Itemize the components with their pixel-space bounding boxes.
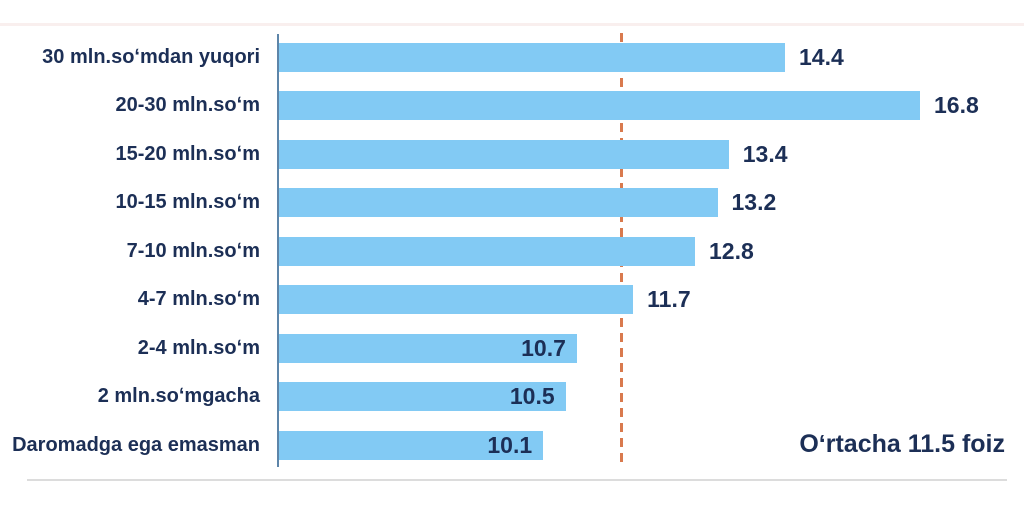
category-label: 15-20 mln.soʻm (115, 142, 260, 165)
value-label: 13.4 (742, 140, 788, 167)
bar-row: 7-10 mln.soʻm 12.8 (0, 236, 1024, 266)
category-label: Daromadga ega emasman (12, 433, 260, 456)
bar (279, 382, 566, 412)
bar-row: Daromadga ega emasman 10.1 (0, 430, 1024, 460)
bar-row: 2-4 mln.soʻm 10.7 (0, 333, 1024, 363)
bar (279, 285, 634, 315)
average-label: Oʻrtacha 11.5 foiz (799, 430, 1005, 458)
category-label: 10-15 mln.soʻm (115, 191, 260, 214)
value-label: 10.7 (521, 334, 566, 361)
top-divider (0, 23, 1024, 26)
value-label: 16.8 (934, 92, 979, 119)
bar-row: 2 mln.soʻmgacha 10.5 (0, 382, 1024, 412)
bar (279, 91, 920, 121)
bar (279, 430, 544, 460)
bar-row: 10-15 mln.soʻm 13.2 (0, 188, 1024, 218)
bar (279, 139, 729, 169)
bar-row: 4-7 mln.soʻm 11.7 (0, 285, 1024, 315)
y-axis-line (277, 34, 279, 467)
category-label: 30 mln.soʻmdan yuqori (42, 46, 260, 68)
value-label: 14.4 (799, 44, 844, 70)
bar-row: 15-20 mln.soʻm 13.4 (0, 139, 1024, 169)
bar (279, 236, 695, 266)
bar (279, 188, 718, 218)
category-label: 4-7 mln.soʻm (137, 288, 260, 311)
value-label: 10.5 (509, 383, 555, 410)
category-label: 20-30 mln.soʻm (115, 94, 260, 117)
bar (279, 43, 785, 72)
value-label: 13.2 (731, 189, 777, 216)
bar-row: 30 mln.soʻmdan yuqori 14.4 (0, 43, 1024, 72)
category-label: 2-4 mln.soʻm (137, 336, 260, 359)
value-label: 11.7 (647, 286, 691, 313)
value-label: 12.8 (709, 237, 754, 264)
category-label: 2 mln.soʻmgacha (97, 385, 260, 408)
value-label: 10.1 (487, 431, 533, 458)
category-label: 7-10 mln.soʻm (126, 239, 260, 262)
bar-row: 20-30 mln.soʻm 16.8 (0, 91, 1024, 121)
bottom-divider (27, 479, 1007, 481)
bar (279, 333, 577, 363)
